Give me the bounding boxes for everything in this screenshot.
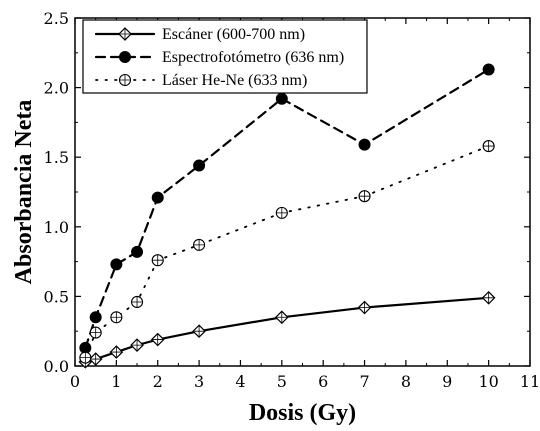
y-tick-label: 0.5 <box>44 287 69 306</box>
x-tick-label: 11 <box>520 372 540 391</box>
y-tick-label: 2.0 <box>44 79 69 98</box>
data-point-cross <box>483 140 495 152</box>
data-point-cross <box>89 353 102 366</box>
data-point-cross <box>131 339 144 352</box>
y-tick-label: 2.5 <box>44 9 69 28</box>
data-point-cross <box>359 190 371 202</box>
data-point <box>193 159 206 172</box>
x-tick-label: 6 <box>318 372 328 391</box>
data-point <box>358 138 371 151</box>
x-tick-label: 10 <box>478 372 498 391</box>
data-point-cross <box>276 207 288 219</box>
series-group <box>79 140 495 364</box>
series-group <box>79 63 495 354</box>
y-axis-title: Absorbancia Neta <box>11 100 37 285</box>
x-tick-label: 3 <box>194 372 204 391</box>
data-point-cross <box>110 311 122 323</box>
y-tick-label: 0.0 <box>44 357 69 376</box>
data-point-cross <box>151 333 164 346</box>
data-point-cross <box>131 296 143 308</box>
series-layer <box>78 63 496 369</box>
x-tick-label: 9 <box>442 372 452 391</box>
data-point-cross <box>110 346 123 359</box>
data-point-cross <box>482 291 495 304</box>
legend-label: Escáner (600-700 nm) <box>162 26 305 43</box>
series-line <box>84 296 490 363</box>
x-tick-label: 0 <box>70 372 80 391</box>
data-point <box>110 258 123 271</box>
x-tick-label: 1 <box>111 372 121 391</box>
data-point <box>151 191 164 204</box>
data-point <box>275 92 288 105</box>
data-point <box>119 51 131 63</box>
legend-label: Láser He-Ne (633 nm) <box>162 72 307 89</box>
y-tick-label: 1.0 <box>44 218 69 237</box>
x-tick-label: 8 <box>401 372 411 391</box>
x-tick-label: 2 <box>153 372 163 391</box>
x-tick-label: 7 <box>359 372 369 391</box>
data-point-cross <box>79 352 91 364</box>
data-point-cross <box>152 254 164 266</box>
data-point-cross <box>275 311 288 324</box>
data-point-cross <box>119 74 131 86</box>
data-point-cross <box>119 28 131 40</box>
data-point-cross <box>193 325 206 338</box>
data-point <box>89 311 102 324</box>
y-tick-label: 1.5 <box>44 148 69 167</box>
series-line <box>84 68 490 350</box>
data-point <box>482 63 495 76</box>
x-axis-title: Dosis (Gy) <box>249 400 356 426</box>
data-point-cross <box>358 301 371 314</box>
legend-label: Espectrofotómetro (636 nm) <box>162 49 344 66</box>
data-point-cross <box>90 327 102 339</box>
data-point <box>131 245 144 258</box>
x-tick-label: 4 <box>235 372 245 391</box>
axis-ticks: 0 1 2 3 4 5 6 7 8 9 10 11 0.0 0.5 1.0 1.5 2.0 2.5 <box>44 9 540 391</box>
legend: Escáner (600-700 nm) Espectrofotómetro (6… <box>82 19 368 94</box>
series-line <box>84 145 490 359</box>
x-tick-label: 5 <box>277 372 287 391</box>
data-point-cross <box>193 239 205 251</box>
